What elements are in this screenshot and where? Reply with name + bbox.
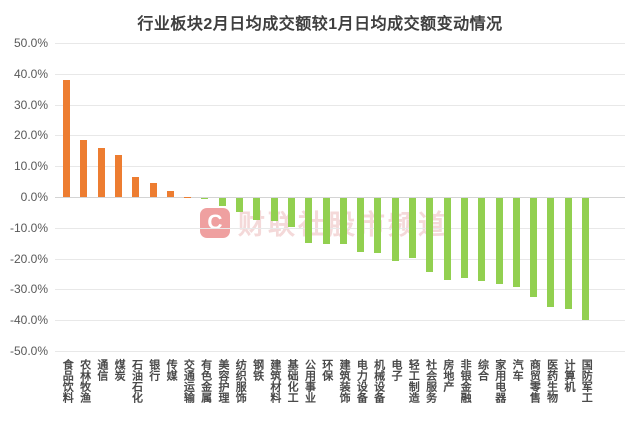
x-category-label: 计算机 [562, 359, 575, 392]
x-category-label: 钢铁 [251, 359, 264, 381]
bar-商贸零售 [530, 198, 538, 297]
y-axis: 50.0% 40.0% 30.0% 20.0% 10.0% 0.0% -10.0% -20.0… [0, 0, 48, 422]
gridline [55, 43, 625, 44]
x-category-label: 基础化工 [286, 359, 299, 403]
bar-非银金融 [460, 198, 468, 279]
bar-煤炭 [114, 155, 122, 197]
bar-轻工制造 [409, 198, 416, 259]
bar-机械设备 [374, 198, 382, 254]
y-tick-label: -50.0% [9, 344, 48, 358]
x-category-label: 国防军工 [580, 359, 593, 403]
gridline [55, 320, 625, 322]
bar-钢铁 [253, 198, 261, 220]
bar-医药生物 [547, 198, 555, 308]
x-axis: 食品饮料 农林牧渔 通信 煤炭 石油石化 银行 传媒 交通运输 有色金属 美容护理 纺织服饰 钢铁 建筑… [0, 357, 640, 422]
gridline [55, 258, 625, 260]
x-category-label: 房地产 [441, 359, 454, 392]
bar-汽车 [512, 198, 520, 288]
x-category-label: 有色金属 [199, 359, 212, 403]
bar-纺织服饰 [236, 198, 243, 212]
bar-计算机 [564, 198, 572, 309]
x-category-label: 银行 [147, 359, 160, 381]
x-category-label: 轻工制造 [407, 359, 420, 403]
x-category-label: 商贸零售 [528, 359, 541, 403]
gridline [55, 135, 625, 137]
y-tick-label: 30.0% [13, 97, 48, 112]
y-tick-label: -40.0% [9, 313, 48, 328]
bar-石油石化 [132, 176, 140, 197]
bar-交通运输 [184, 196, 192, 197]
bar-综合 [478, 198, 486, 282]
gridline [55, 351, 625, 352]
y-tick-label: -20.0% [9, 251, 48, 266]
chart-title: 行业板块2月日均成交额较1月日均成交额变动情况 [137, 16, 503, 33]
bar-电力设备 [357, 198, 365, 252]
y-tick-label: 0.0% [20, 190, 48, 204]
x-category-label: 医药生物 [545, 359, 558, 403]
x-category-label: 机械设备 [372, 359, 385, 403]
bar-建筑装饰 [339, 198, 347, 245]
y-tick-label: 20.0% [13, 128, 48, 143]
cailian-press-logo-icon: C [200, 207, 230, 238]
zero-gridline [55, 197, 625, 198]
bar-美容护理 [218, 198, 226, 206]
x-category-label: 通信 [95, 359, 108, 381]
x-category-label: 非银金融 [459, 359, 472, 403]
gridline [55, 289, 625, 291]
bar-房地产 [443, 198, 451, 280]
x-category-label: 纺织服饰 [234, 359, 247, 403]
bar-公用事业 [305, 198, 313, 243]
x-category-label: 食品饮料 [61, 359, 74, 403]
x-category-label: 汽车 [511, 359, 524, 381]
x-category-label: 煤炭 [113, 359, 126, 381]
gridline [55, 73, 625, 75]
bar-食品饮料 [63, 79, 70, 197]
x-category-label: 交通运输 [182, 359, 195, 403]
y-tick-label: 40.0% [13, 66, 48, 81]
x-category-label: 综合 [476, 359, 489, 381]
gridline [55, 104, 625, 106]
bar-通信 [97, 147, 105, 197]
gridline [55, 166, 625, 168]
x-category-label: 电力设备 [355, 359, 368, 403]
x-category-label: 公用事业 [303, 359, 316, 403]
x-category-label: 环保 [320, 359, 333, 381]
bar-家用电器 [495, 198, 503, 285]
y-tick-label: -30.0% [9, 282, 48, 297]
y-tick-label: -10.0% [9, 220, 48, 235]
x-category-label: 电子 [389, 359, 402, 381]
x-category-label: 社会服务 [424, 359, 437, 403]
x-category-label: 建筑装饰 [338, 359, 351, 403]
x-category-label: 美容护理 [216, 359, 229, 403]
bar-建筑材料 [270, 198, 278, 222]
x-category-label: 建筑材料 [268, 359, 281, 403]
y-tick-label: 10.0% [13, 159, 48, 174]
bar-有色金属 [201, 198, 209, 199]
x-category-label: 农林牧渔 [78, 359, 91, 403]
bar-电子 [391, 198, 399, 262]
bar-农林牧渔 [80, 140, 88, 197]
y-tick-label: 50.0% [13, 36, 48, 50]
bar-国防军工 [582, 198, 589, 320]
bar-环保 [322, 198, 330, 245]
x-category-label: 石油石化 [130, 359, 143, 403]
x-category-label: 传媒 [165, 359, 178, 381]
x-category-label: 家用电器 [493, 359, 506, 403]
bar-基础化工 [287, 198, 295, 228]
bar-银行 [149, 183, 157, 197]
plot-area: C 财联社股市频道 [55, 43, 625, 352]
bar-社会服务 [426, 198, 434, 272]
bar-传媒 [166, 190, 174, 197]
